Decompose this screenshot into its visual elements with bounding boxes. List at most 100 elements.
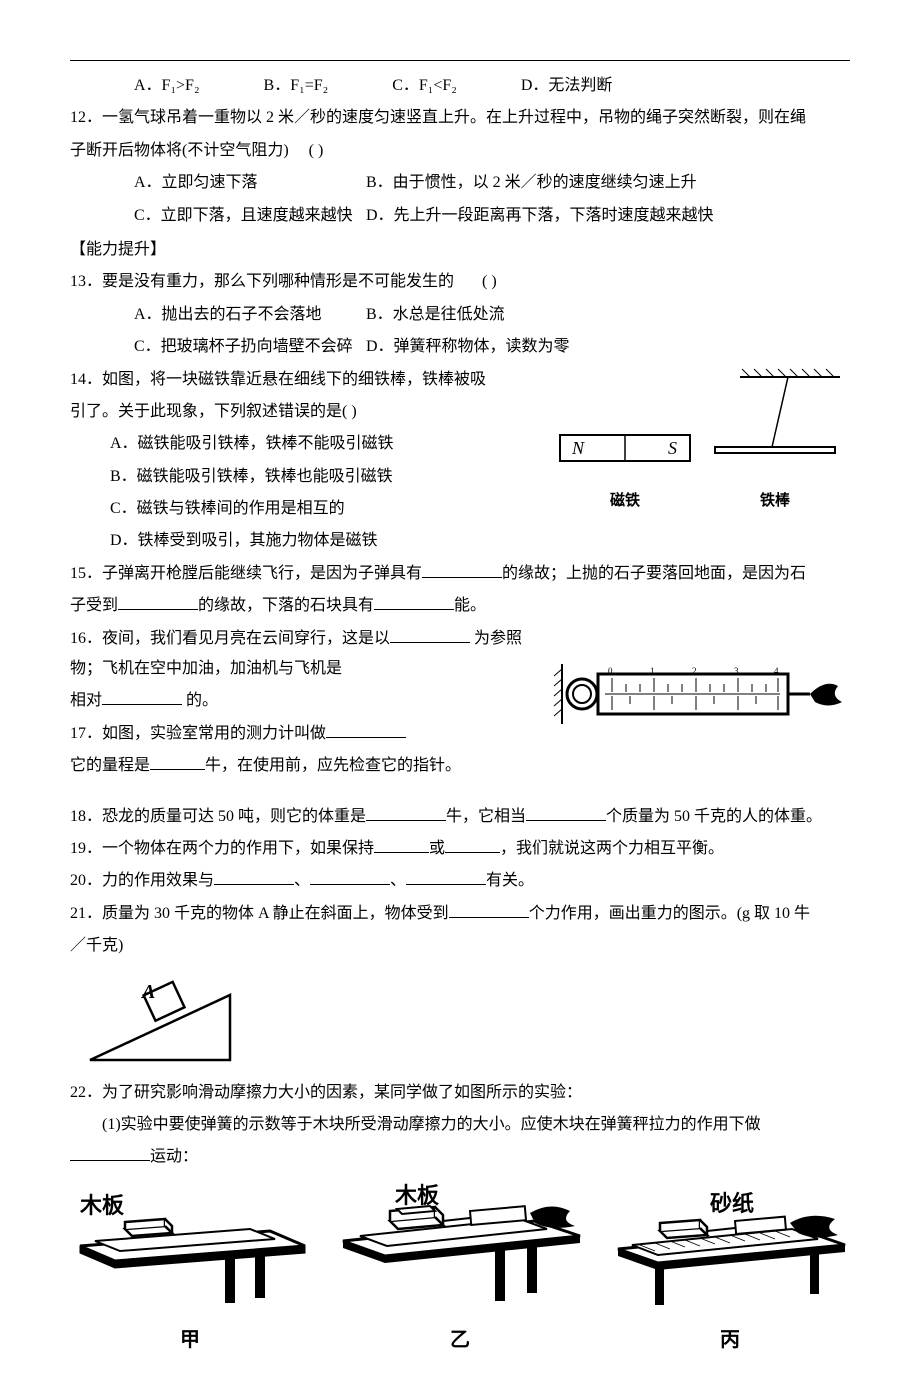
q14-rod-label: 铁棒 [760, 487, 790, 516]
q17-p3: 牛，在使用前，应先检查它的指针。 [205, 757, 461, 774]
q17-blank1 [326, 720, 406, 738]
svg-text:A: A [140, 981, 155, 1003]
q22-fig-bing: 砂纸 丙 [610, 1191, 850, 1359]
q20-blank2 [310, 868, 390, 886]
q12-stem-line1: 12．一氢气球吊着一重物以 2 米／秒的速度匀速竖直上升。在上升过程中，吊物的绳… [70, 103, 850, 133]
q18-blank1 [366, 803, 446, 821]
q13-stem-text: 13．要是没有重力，那么下列哪种情形是不可能发生的 [70, 273, 454, 290]
q19-p1: 19．一个物体在两个力的作用下，如果保持 [70, 840, 374, 857]
q22-sub1: (1)实验中要使弹簧的示数等于木块所受滑动摩擦力的大小。应使木块在弹簧秤拉力的作… [70, 1110, 850, 1140]
q21-figure: A [70, 970, 850, 1070]
q12-stem2-text: 子断开后物体将(不计空气阻力) [70, 142, 289, 159]
q21-blank1 [449, 900, 529, 918]
q19-p3: ，我们就说这两个力相互平衡。 [500, 840, 724, 857]
q22-fig-yi: 木板 乙 [335, 1181, 585, 1359]
q16-blank2 [102, 688, 182, 706]
svg-text:S: S [668, 438, 677, 458]
q22-stem: 22．为了研究影响滑动摩擦力大小的因素，某同学做了如图所示的实验： [70, 1078, 850, 1108]
svg-text:N: N [571, 438, 585, 458]
q12-optD: D．先上升一段距离再下落，下落时速度越来越快 [366, 207, 714, 224]
q13-optC: C．把玻璃杯子扔向墙壁不会碎 [102, 332, 362, 362]
q15-blank2 [118, 593, 198, 611]
q15-line2: 子受到 的缘故，下落的石块具有 能。 [70, 591, 850, 621]
svg-text:砂纸: 砂纸 [710, 1191, 754, 1216]
q17-p1: 17．如图，实验室常用的测力计叫做 [70, 725, 326, 742]
q13-optD: D．弹簧秤称物体，读数为零 [366, 338, 570, 355]
q13-stem: 13．要是没有重力，那么下列哪种情形是不可能发生的 ( ) [70, 267, 850, 297]
q12-paren: ( ) [309, 136, 324, 166]
q22-blank1 [70, 1144, 150, 1162]
q16-p3: 相对 [70, 692, 102, 709]
q15: 15．子弹离开枪膛后能继续飞行，是因为子弹具有 的缘故；上抛的石子要落回地面，是因… [70, 559, 850, 589]
q13-optB: B．水总是往低处流 [366, 306, 505, 323]
q18-blank2 [526, 803, 606, 821]
q22-fig-jia: 木板 甲 [70, 1191, 310, 1359]
svg-text:4: 4 [774, 666, 779, 676]
q21-p2: 个力作用，画出重力的图示。(g 取 10 牛 [529, 905, 810, 922]
svg-text:2: 2 [692, 666, 697, 676]
q16-p4: 的。 [182, 692, 218, 709]
q21-p1: 21．质量为 30 千克的物体 A 静止在斜面上，物体受到 [70, 905, 449, 922]
q13-row2: C．把玻璃杯子扔向墙壁不会碎 D．弹簧秤称物体，读数为零 [70, 332, 850, 362]
q12-stem-line2: 子断开后物体将(不计空气阻力) ( ) [70, 136, 850, 166]
svg-text:木板: 木板 [394, 1183, 440, 1208]
q20-p4: 有关。 [486, 872, 534, 889]
q15-p5: 能。 [454, 597, 486, 614]
q22-sub1a: (1)实验中要使弹簧的示数等于木块所受滑动摩擦力的大小。应使木块在弹簧秤拉力的作… [102, 1116, 761, 1133]
q18: 18．恐龙的质量可达 50 吨，则它的体重是 牛，它相当 个质量为 50 千克的人的… [70, 802, 850, 832]
q14-optD: D．铁棒受到吸引，其施力物体是磁铁 [70, 526, 850, 556]
q20: 20．力的作用效果与 、 、 有关。 [70, 866, 850, 896]
q22-figures: 木板 甲 木板 [70, 1181, 850, 1359]
q15-p4: 的缘故，下落的石块具有 [198, 597, 374, 614]
q18-p2: 牛，它相当 [446, 808, 526, 825]
q11-optB: B．F₁=F₂ [232, 71, 329, 101]
q22-sub1b: 运动： [150, 1148, 198, 1165]
svg-text:3: 3 [734, 666, 739, 676]
q12-row1: A．立即匀速下落 B．由于惯性，以 2 米／秒的速度继续匀速上升 [70, 168, 850, 198]
q16-p1: 16．夜间，我们看见月亮在云间穿行，这是以 [70, 630, 390, 647]
q11-options: A．F₁>F₂ B．F₁=F₂ C．F₁<F₂ D．无法判断 [70, 71, 850, 101]
q13-paren: ( ) [482, 267, 497, 297]
q15-blank3 [374, 593, 454, 611]
q18-p1: 18．恐龙的质量可达 50 吨，则它的体重是 [70, 808, 366, 825]
q12-optB: B．由于惯性，以 2 米／秒的速度继续匀速上升 [366, 174, 697, 191]
q14-figure: N S 磁铁 铁棒 [550, 365, 850, 516]
q11-optC: C．F₁<F₂ [360, 71, 457, 101]
q11-optA: A．F₁>F₂ [102, 71, 200, 101]
q15-p3: 子受到 [70, 597, 118, 614]
q20-p1: 20．力的作用效果与 [70, 872, 214, 889]
page-top-rule [70, 60, 850, 61]
q22-label-bing: 丙 [610, 1321, 850, 1359]
q21-line2: ／千克) [70, 931, 850, 961]
q14-magnet-label: 磁铁 [610, 487, 640, 516]
q20-blank3 [406, 868, 486, 886]
q20-p2: 、 [294, 872, 310, 889]
svg-text:1: 1 [650, 666, 655, 676]
q15-blank1 [422, 560, 502, 578]
q12-row2: C．立即下落，且速度越来越快 D．先上升一段距离再下落，下落时速度越来越快 [70, 201, 850, 231]
q19-blank2 [445, 835, 500, 853]
q17-p2: 它的量程是 [70, 757, 150, 774]
q22-label-jia: 甲 [70, 1321, 310, 1359]
q15-p2: 的缘故；上抛的石子要落回地面，是因为石 [502, 565, 806, 582]
q15-p1: 15．子弹离开枪膛后能继续飞行，是因为子弹具有 [70, 565, 422, 582]
q20-p3: 、 [390, 872, 406, 889]
q22-sub1-line2: 运动： [70, 1142, 850, 1172]
q16-blank1 [390, 625, 470, 643]
q17-blank2 [150, 753, 205, 771]
q21-line1: 21．质量为 30 千克的物体 A 静止在斜面上，物体受到 个力作用，画出重力的图… [70, 899, 850, 929]
q13-optA: A．抛出去的石子不会落地 [102, 300, 362, 330]
q17-line2: 它的量程是 牛，在使用前，应先检查它的指针。 [70, 751, 850, 781]
q22-label-yi: 乙 [335, 1321, 585, 1359]
svg-text:0: 0 [608, 666, 613, 676]
q17-figure: 0 1 2 3 4 [550, 654, 850, 734]
svg-text:木板: 木板 [79, 1193, 125, 1218]
q12-optC: C．立即下落，且速度越来越快 [102, 201, 362, 231]
q19: 19．一个物体在两个力的作用下，如果保持或，我们就说这两个力相互平衡。 [70, 834, 850, 864]
q13-row1: A．抛出去的石子不会落地 B．水总是往低处流 [70, 300, 850, 330]
section-label: 【能力提升】 [70, 235, 850, 265]
q11-optD: D．无法判断 [489, 71, 613, 101]
q18-p3: 个质量为 50 千克的人的体重。 [606, 808, 822, 825]
q19-blank1 [374, 835, 429, 853]
q20-blank1 [214, 868, 294, 886]
